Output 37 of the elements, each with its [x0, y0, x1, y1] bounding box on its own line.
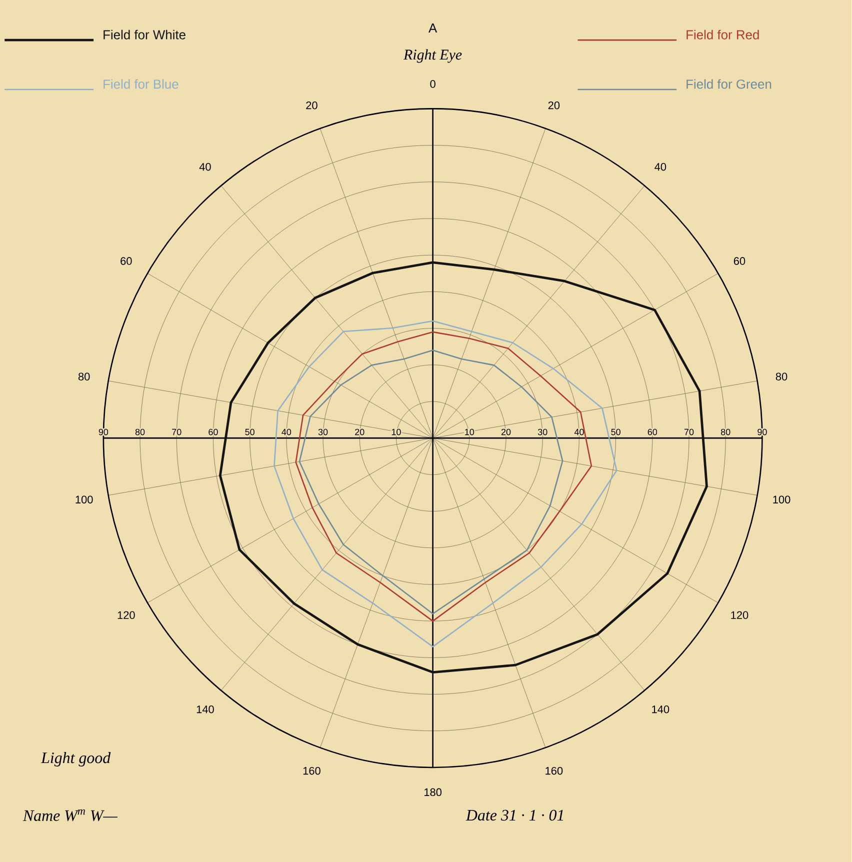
text: Field for Red — [686, 30, 759, 40]
text: Right Eye — [404, 49, 462, 63]
text: Name W$^{m}$ W— — [22, 809, 118, 822]
spoke-label: 100 — [76, 496, 93, 504]
y-tick-label: 90 — [758, 428, 767, 436]
spoke-label: 180 — [424, 788, 442, 796]
spoke-label: 80 — [776, 372, 788, 380]
y-tick-label: 30 — [318, 428, 328, 436]
chart-title: A — [428, 24, 438, 32]
y-tick-label: 90 — [98, 428, 108, 436]
spoke-label: 160 — [304, 766, 321, 775]
spoke-label: 80 — [78, 372, 90, 380]
spoke-label: 160 — [546, 766, 563, 775]
y-tick-label: 10 — [392, 428, 401, 436]
spoke-label: 100 — [773, 496, 790, 504]
spoke-label: 40 — [199, 162, 211, 171]
text: Field for Blue — [104, 79, 178, 89]
y-tick-label: 50 — [611, 428, 621, 436]
y-tick-label: 70 — [684, 428, 694, 436]
text: Light good — [40, 752, 111, 766]
text: Field for Green — [686, 79, 772, 89]
y-tick-label: 50 — [245, 428, 255, 436]
y-tick-label: 70 — [172, 428, 182, 436]
spoke-label: 120 — [731, 611, 748, 620]
spoke-label: 40 — [654, 162, 666, 171]
y-tick-label: 10 — [465, 428, 474, 436]
text: Field for White — [104, 30, 186, 40]
spoke-label: 140 — [652, 705, 670, 714]
spoke-label: 20 — [548, 101, 560, 110]
spoke-label: 20 — [306, 101, 318, 110]
spoke-label: 140 — [197, 705, 214, 714]
spoke-label: 0 — [430, 80, 436, 88]
spoke-label: 120 — [118, 611, 135, 620]
spoke-label: 60 — [120, 257, 132, 265]
y-tick-label: 30 — [538, 428, 548, 436]
spoke-label: 60 — [734, 257, 746, 265]
text: Date 31 · 1 · 01 — [466, 810, 564, 821]
